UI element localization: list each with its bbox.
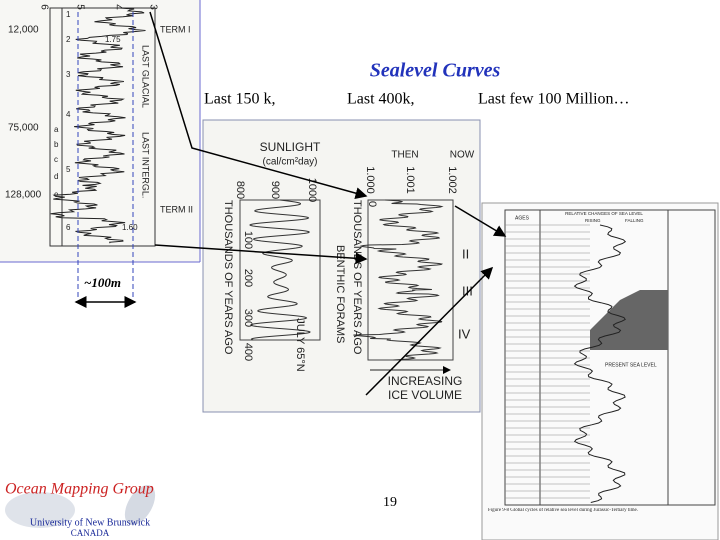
region-label: JULY 65°N [294, 318, 306, 372]
isotope-curve [50, 7, 146, 244]
logo-name: Ocean Mapping Group [5, 481, 154, 498]
scale-label: 5 [74, 4, 85, 10]
plot-label: PRESENT SEA LEVEL [605, 362, 657, 368]
axis-title: THOUSANDS OF YEARS AGO [351, 200, 363, 355]
scan-frame [481, 202, 719, 540]
annotation: ~100m [84, 275, 121, 290]
logo-shape [5, 492, 75, 528]
axis-title: SUNLIGHT [260, 140, 321, 154]
stage-label: e [54, 190, 59, 199]
scale-label: 4 [112, 4, 123, 10]
isotope-curve [353, 199, 444, 361]
ratio-label: NOW [450, 150, 475, 161]
stage-label: 1 [66, 10, 71, 19]
connector-arrow [154, 244, 368, 265]
stage-label: c [54, 155, 58, 164]
ice-label: ICE VOLUME [388, 388, 462, 402]
subtitle: Last 150 k, [204, 91, 276, 108]
axis-title: THOUSANDS OF YEARS AGO [222, 200, 234, 355]
period-label: LAST GLACIAL [141, 45, 151, 108]
caption-box: Figure 9-8 Global cycles of relative sea… [488, 508, 639, 513]
row-lines [505, 224, 590, 499]
stage-label: b [54, 140, 59, 149]
age-label: 128,000 [5, 190, 42, 201]
connector-arrow [365, 266, 494, 396]
stage-label: 6 [66, 223, 71, 232]
logo-country: CANADA [71, 528, 110, 538]
tick-label: 400 [242, 343, 254, 361]
termination-label: II [462, 246, 469, 261]
tick-label: 1.002 [446, 166, 458, 194]
scan-frame [202, 119, 481, 413]
logo-shape [124, 485, 156, 525]
column-header: RELATIVE CHANGES OF SEA LEVEL [565, 211, 643, 216]
tick-label: 1.001 [404, 166, 416, 194]
slide-title: Sealevel Curves [370, 60, 501, 82]
stage-label: 2 [66, 35, 71, 44]
tick-label: 1.000 [364, 166, 376, 194]
stage-label: 4 [66, 110, 71, 119]
term-label: TERM II [160, 204, 193, 214]
tick-label: 100 [242, 231, 254, 249]
connector-arrow [149, 11, 368, 199]
tick-label: 0 [366, 201, 378, 207]
logo-university: University of New Brunswick [30, 517, 150, 528]
age-label: 75,000 [8, 123, 39, 134]
figure-1: 6 5 4 3 12,000 75,000 128,000 TERM I TER… [0, 0, 201, 300]
value-label: 1.75 [105, 35, 121, 44]
tick-label: 300 [242, 309, 254, 327]
tick-label: 900 [269, 181, 281, 199]
plot-frame [367, 199, 454, 361]
tick-label: 1000 [306, 178, 318, 202]
column-header: FALLING [625, 218, 644, 223]
stage-label: a [54, 125, 59, 134]
term-label: TERM I [160, 24, 191, 34]
caption: Figure 9-8 Global cycles of relative sea… [488, 508, 639, 513]
sunlight-curve [249, 199, 311, 341]
table-frame [504, 209, 716, 506]
series-label: BENTHIC FORAMS [334, 245, 346, 343]
ice-label: INCREASING [388, 374, 463, 388]
page-number: 19 [383, 495, 397, 510]
termination-label: III [462, 283, 473, 298]
termination-label: IV [458, 326, 471, 341]
connector-arrow [454, 205, 507, 237]
scale-label: 3 [147, 4, 158, 10]
subtitle: Last few 100 Million… [478, 91, 630, 108]
axis-unit: (cal/cm²day) [262, 157, 317, 168]
age-label: 12,000 [8, 25, 39, 36]
figure-3: AGES RELATIVE CHANGES OF SEA LEVEL RISIN… [481, 202, 719, 540]
period-label: LAST INTERGL. [141, 132, 151, 198]
stage-label: 3 [66, 70, 71, 79]
logo: Ocean Mapping Group University of New Br… [5, 481, 156, 538]
ratio-label: THEN [391, 150, 418, 161]
tick-label: 800 [234, 181, 246, 199]
figure-2: SUNLIGHT (cal/cm²day) 800 900 1000 1.000… [202, 119, 481, 413]
sea-level-curve [573, 224, 627, 503]
column-header: AGES [515, 215, 530, 221]
tick-label: 200 [242, 269, 254, 287]
stage-label: d [54, 172, 58, 181]
value-label: 1.60 [122, 223, 138, 232]
stage-label: 5 [66, 165, 71, 174]
column-header: RISING [585, 218, 601, 223]
plot-frame [49, 7, 156, 247]
subtitle: Last 400k, [347, 91, 415, 108]
scale-label: 6 [38, 4, 49, 10]
